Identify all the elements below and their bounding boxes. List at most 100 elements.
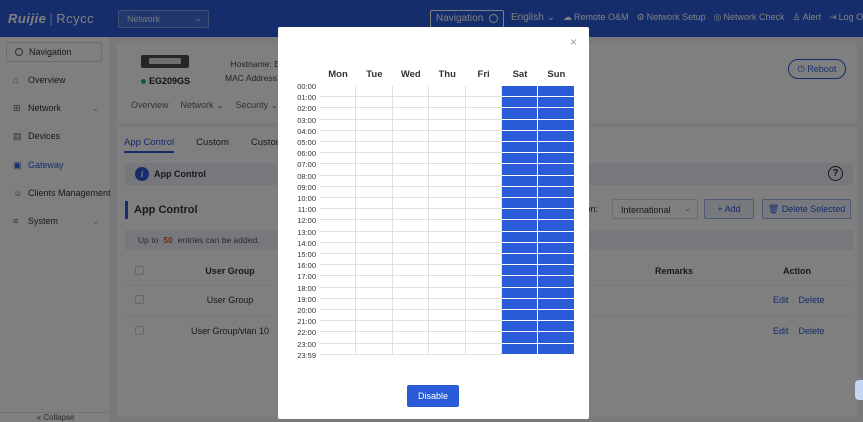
schedule-cell[interactable] xyxy=(538,153,575,165)
schedule-cell[interactable] xyxy=(356,153,393,165)
day-label-tue[interactable]: Tue xyxy=(366,69,383,80)
schedule-cell[interactable] xyxy=(356,108,393,120)
schedule-cell[interactable] xyxy=(502,343,539,355)
schedule-cell[interactable] xyxy=(465,276,502,288)
schedule-cell[interactable] xyxy=(538,276,575,288)
schedule-cell[interactable] xyxy=(320,153,357,165)
schedule-cell[interactable] xyxy=(538,175,575,187)
schedule-cell[interactable] xyxy=(502,97,539,109)
schedule-cell[interactable] xyxy=(502,130,539,142)
schedule-cell[interactable] xyxy=(392,310,430,322)
schedule-cell[interactable] xyxy=(502,220,539,232)
schedule-cell[interactable] xyxy=(429,265,466,277)
schedule-cell[interactable] xyxy=(320,332,357,344)
schedule-cell[interactable] xyxy=(538,298,575,310)
schedule-cell[interactable] xyxy=(465,164,502,176)
schedule-cell[interactable] xyxy=(538,265,575,277)
schedule-cell[interactable] xyxy=(465,86,502,98)
schedule-cell[interactable] xyxy=(502,310,539,322)
schedule-cell[interactable] xyxy=(356,130,393,142)
schedule-cell[interactable] xyxy=(320,209,357,221)
schedule-cell[interactable] xyxy=(356,242,393,254)
schedule-cell[interactable] xyxy=(502,142,539,154)
day-label-sat[interactable]: Sat xyxy=(512,69,528,80)
schedule-cell[interactable] xyxy=(392,231,430,243)
schedule-cell[interactable] xyxy=(320,265,357,277)
close-icon[interactable]: × xyxy=(569,35,577,49)
schedule-cell[interactable] xyxy=(538,86,575,98)
schedule-cell[interactable] xyxy=(356,231,393,243)
schedule-cell[interactable] xyxy=(392,198,430,210)
schedule-cell[interactable] xyxy=(538,97,575,109)
schedule-cell[interactable] xyxy=(538,119,575,131)
schedule-cell[interactable] xyxy=(392,108,430,120)
schedule-cell[interactable] xyxy=(465,343,502,355)
schedule-cell[interactable] xyxy=(502,231,539,243)
schedule-cell[interactable] xyxy=(429,332,466,344)
schedule-cell[interactable] xyxy=(465,321,502,333)
schedule-cell[interactable] xyxy=(356,142,393,154)
schedule-cell[interactable] xyxy=(429,209,466,221)
schedule-cell[interactable] xyxy=(429,198,466,210)
schedule-cell[interactable] xyxy=(465,119,502,131)
schedule-cell[interactable] xyxy=(538,186,575,198)
schedule-cell[interactable] xyxy=(429,343,466,355)
schedule-cell[interactable] xyxy=(320,231,357,243)
schedule-cell[interactable] xyxy=(356,298,393,310)
schedule-cell[interactable] xyxy=(320,242,357,254)
day-label-thu[interactable]: Thu xyxy=(438,69,456,80)
schedule-cell[interactable] xyxy=(429,108,466,120)
schedule-cell[interactable] xyxy=(392,332,430,344)
schedule-cell[interactable] xyxy=(356,321,393,333)
schedule-cell[interactable] xyxy=(429,276,466,288)
schedule-cell[interactable] xyxy=(538,310,575,322)
schedule-cell[interactable] xyxy=(465,142,502,154)
schedule-cell[interactable] xyxy=(392,86,430,98)
schedule-cell[interactable] xyxy=(502,119,539,131)
schedule-cell[interactable] xyxy=(465,332,502,344)
schedule-cell[interactable] xyxy=(356,209,393,221)
schedule-cell[interactable] xyxy=(429,321,466,333)
schedule-cell[interactable] xyxy=(320,108,357,120)
schedule-cell[interactable] xyxy=(465,97,502,109)
schedule-cell[interactable] xyxy=(502,287,539,299)
schedule-cell[interactable] xyxy=(356,164,393,176)
schedule-cell[interactable] xyxy=(538,287,575,299)
schedule-cell[interactable] xyxy=(502,209,539,221)
schedule-cell[interactable] xyxy=(538,242,575,254)
schedule-cell[interactable] xyxy=(320,175,357,187)
schedule-cell[interactable] xyxy=(320,254,357,266)
schedule-cell[interactable] xyxy=(392,265,430,277)
schedule-cell[interactable] xyxy=(320,119,357,131)
schedule-cell[interactable] xyxy=(538,220,575,232)
schedule-cell[interactable] xyxy=(465,198,502,210)
schedule-cell[interactable] xyxy=(392,254,430,266)
schedule-cell[interactable] xyxy=(320,142,357,154)
schedule-cell[interactable] xyxy=(502,265,539,277)
schedule-cell[interactable] xyxy=(502,321,539,333)
schedule-cell[interactable] xyxy=(502,198,539,210)
schedule-cell[interactable] xyxy=(429,287,466,299)
schedule-cell[interactable] xyxy=(465,153,502,165)
schedule-cell[interactable] xyxy=(429,130,466,142)
schedule-cell[interactable] xyxy=(538,209,575,221)
schedule-cell[interactable] xyxy=(538,332,575,344)
schedule-cell[interactable] xyxy=(356,310,393,322)
day-label-sun[interactable]: Sun xyxy=(547,69,566,80)
schedule-cell[interactable] xyxy=(429,119,466,131)
schedule-cell[interactable] xyxy=(502,254,539,266)
schedule-cell[interactable] xyxy=(392,220,430,232)
schedule-cell[interactable] xyxy=(429,175,466,187)
schedule-cell[interactable] xyxy=(356,276,393,288)
schedule-cell[interactable] xyxy=(356,343,393,355)
schedule-cell[interactable] xyxy=(502,175,539,187)
schedule-cell[interactable] xyxy=(502,108,539,120)
schedule-cell[interactable] xyxy=(465,209,502,221)
schedule-cell[interactable] xyxy=(320,198,357,210)
schedule-cell[interactable] xyxy=(465,231,502,243)
schedule-cell[interactable] xyxy=(502,86,539,98)
schedule-cell[interactable] xyxy=(320,86,357,98)
schedule-cell[interactable] xyxy=(502,153,539,165)
schedule-cell[interactable] xyxy=(429,254,466,266)
schedule-cell[interactable] xyxy=(392,276,430,288)
